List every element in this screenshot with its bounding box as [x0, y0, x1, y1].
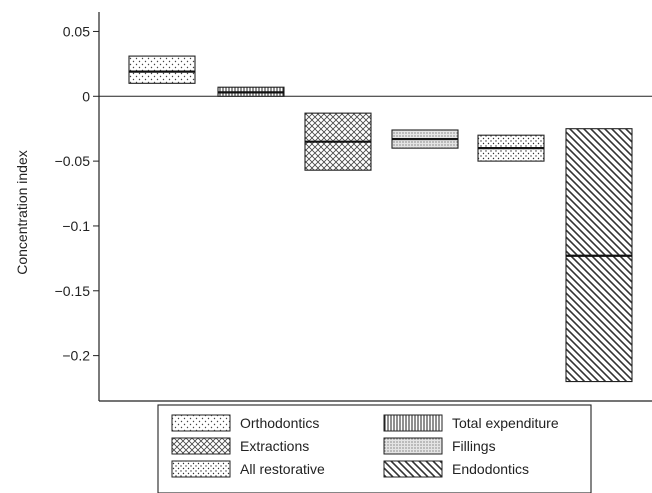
bar-orthodontics [128, 55, 196, 84]
bars [128, 55, 633, 383]
bar-fillings [391, 129, 459, 149]
bar-endodontics [565, 128, 633, 383]
bar-box-orthodontics [128, 55, 196, 84]
legend-label-extractions: Extractions [240, 438, 309, 454]
legend-item-orthodontics: Orthodontics [171, 414, 319, 432]
legend-item-all-restorative: All restorative [171, 460, 325, 478]
legend-swatch-endodontics [383, 460, 443, 478]
bar-total-expenditure [217, 86, 285, 97]
legend-item-endodontics: Endodontics [383, 460, 529, 478]
legend-label-fillings: Fillings [452, 438, 496, 454]
legend-item-fillings: Fillings [383, 437, 496, 455]
y-tick-label: 0.05 [63, 23, 90, 39]
y-tick-label: −0.2 [62, 348, 90, 364]
legend-swatch-total-expenditure [383, 414, 443, 432]
legend: Orthodontics Total expenditure Extractions… [157, 404, 592, 493]
legend-swatch-all-restorative [171, 460, 231, 478]
axes: 0.05 0 −0.05 −0.1 −0.15 −0.2 Concentration ind… [14, 12, 652, 402]
y-tick-label: −0.05 [55, 153, 91, 169]
y-tick-label: −0.1 [62, 218, 90, 234]
y-tick-label: 0 [82, 88, 90, 104]
legend-label-total-expenditure: Total expenditure [452, 415, 559, 431]
legend-swatch-fillings [383, 437, 443, 455]
legend-item-extractions: Extractions [171, 437, 309, 455]
legend-swatch-extractions [171, 437, 231, 455]
bar-all-restorative [477, 134, 545, 162]
legend-label-endodontics: Endodontics [452, 461, 529, 477]
legend-label-orthodontics: Orthodontics [240, 415, 319, 431]
y-tick-label: −0.15 [55, 283, 91, 299]
legend-swatch-orthodontics [171, 414, 231, 432]
bar-extractions [304, 112, 372, 171]
legend-item-total-expenditure: Total expenditure [383, 414, 559, 432]
legend-label-all-restorative: All restorative [240, 461, 325, 477]
y-axis-title: Concentration index [14, 150, 30, 275]
